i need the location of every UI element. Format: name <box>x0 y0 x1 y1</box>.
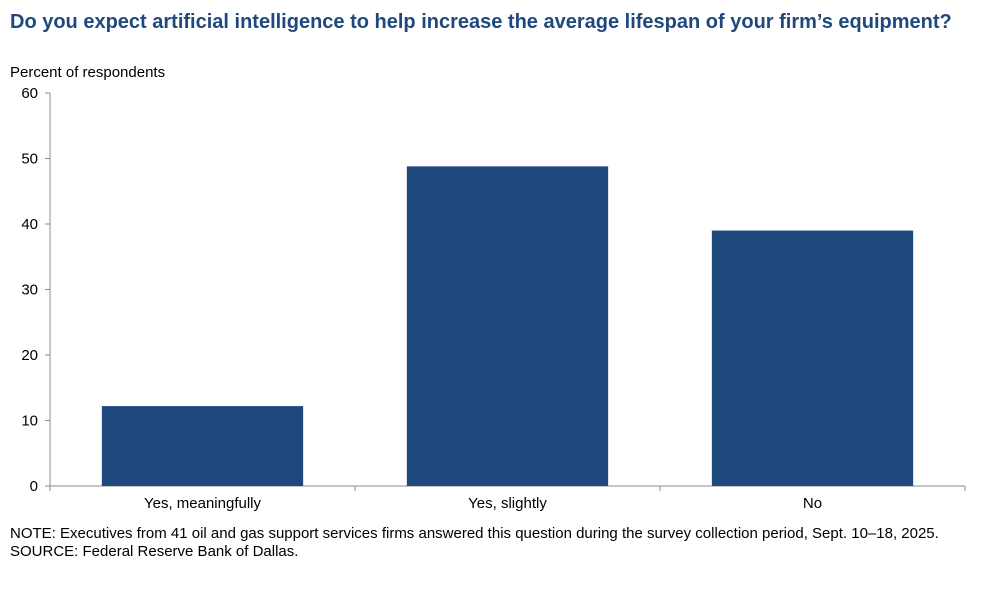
y-tick-label: 60 <box>21 85 38 102</box>
chart-notes: NOTE: Executives from 41 oil and gas sup… <box>10 525 985 561</box>
bars <box>101 166 914 487</box>
y-tick-label: 40 <box>21 216 38 233</box>
labels: 0 10 20 30 40 50 60 Yes, meaningfully Yes, sligh… <box>21 85 822 512</box>
bar <box>711 230 914 486</box>
x-tick-label: Yes, meaningfully <box>144 495 262 512</box>
y-tick-label: 0 <box>30 478 38 495</box>
y-tick-label: 10 <box>21 413 38 430</box>
bar-chart: 0 10 20 30 40 50 60 Yes, meaningfully Yes, sligh… <box>21 85 966 512</box>
note-text: NOTE: Executives from 41 oil and gas sup… <box>10 525 939 542</box>
y-tick-label: 30 <box>21 282 38 299</box>
bar <box>101 406 304 486</box>
source-text: SOURCE: Federal Reserve Bank of Dallas. <box>10 543 299 560</box>
y-axis-label: Percent of respondents <box>10 64 166 81</box>
x-tick-label: No <box>803 495 822 512</box>
y-tick-label: 20 <box>21 347 38 364</box>
bar <box>406 166 609 487</box>
chart-title: Do you expect artificial intelligence to… <box>10 11 952 33</box>
y-tick-label: 50 <box>21 151 38 168</box>
x-tick-label: Yes, slightly <box>468 495 547 512</box>
